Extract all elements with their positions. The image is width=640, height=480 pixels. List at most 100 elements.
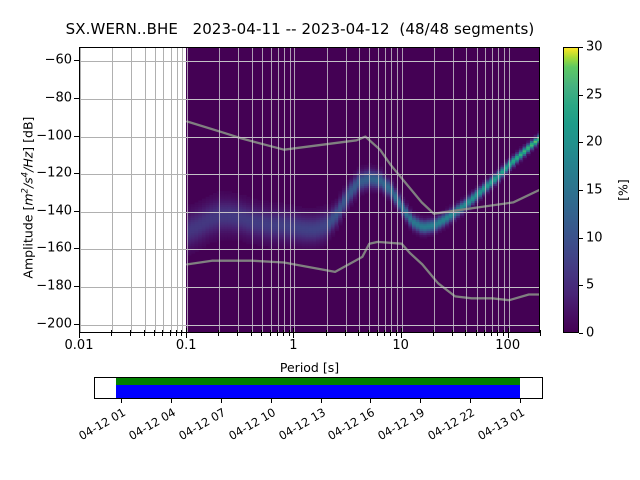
x-tick xyxy=(507,328,509,333)
x-tick xyxy=(395,333,397,336)
x-tick xyxy=(432,330,434,333)
x-tick xyxy=(390,333,392,336)
x-tick xyxy=(465,333,467,336)
x-tick xyxy=(383,333,385,336)
data-coverage-blue xyxy=(116,385,520,398)
x-gridline xyxy=(391,48,393,332)
timeline-tick-label: 04-12 13 xyxy=(275,405,328,443)
x-tick-label: 1 xyxy=(289,338,298,353)
x-gridline xyxy=(154,48,156,332)
x-tick xyxy=(218,330,220,333)
x-tick xyxy=(130,330,132,333)
x-tick xyxy=(130,333,132,336)
y-axis-title: Amplitude [m2/s4/Hz] [dB] xyxy=(20,48,35,348)
x-tick xyxy=(484,333,485,336)
x-gridline xyxy=(284,48,285,332)
x-tick xyxy=(111,330,113,333)
x-tick xyxy=(218,333,220,336)
colorbar-title: [%] xyxy=(615,179,631,201)
timeline-tick xyxy=(170,399,172,403)
x-tick-label: 0.01 xyxy=(64,338,94,353)
x-tick xyxy=(283,330,284,333)
x-tick xyxy=(357,333,359,336)
x-tick xyxy=(325,330,327,333)
x-tick xyxy=(465,330,467,333)
x-tick xyxy=(237,333,239,336)
timeline-tick xyxy=(220,399,222,403)
x-tick xyxy=(293,333,295,338)
x-gridline xyxy=(270,48,272,332)
x-tick xyxy=(181,333,183,336)
x-tick xyxy=(475,330,477,333)
x-tick xyxy=(186,328,188,333)
x-tick xyxy=(186,333,188,338)
x-tick xyxy=(293,328,295,333)
y-gridline xyxy=(186,287,539,288)
x-tick xyxy=(497,330,499,333)
timeline-tick-label: 04-12 10 xyxy=(225,405,278,443)
x-gridline xyxy=(508,48,510,332)
y-tick-label: −180 xyxy=(36,278,72,294)
x-gridline xyxy=(262,48,264,332)
x-gridline xyxy=(176,48,178,332)
x-tick-label: 0.1 xyxy=(175,338,197,353)
x-tick xyxy=(540,333,541,336)
y-tick xyxy=(74,60,79,62)
x-tick xyxy=(540,330,541,333)
y-tick xyxy=(74,98,79,99)
x-gridline xyxy=(503,48,505,332)
x-gridline xyxy=(131,48,133,332)
x-tick xyxy=(484,330,485,333)
x-gridline xyxy=(238,48,240,332)
colorbar-tick-label: 25 xyxy=(586,87,603,103)
y-tick-label: −60 xyxy=(44,52,72,68)
colorbar-tick-label: 20 xyxy=(586,134,603,150)
colorbar-tick xyxy=(579,47,583,48)
x-tick xyxy=(276,333,278,336)
y-axis-title-units: m2/s4/Hz xyxy=(20,151,36,206)
x-gridline xyxy=(187,48,189,332)
y-tick-label: −140 xyxy=(36,203,72,219)
colorbar-tick xyxy=(579,142,583,144)
timeline-tick-label: 04-12 01 xyxy=(76,405,128,443)
x-gridline xyxy=(466,48,468,332)
x-tick xyxy=(261,330,263,333)
x-tick xyxy=(491,330,493,333)
x-gridline xyxy=(452,48,454,332)
x-tick xyxy=(79,328,80,333)
x-tick xyxy=(390,330,392,333)
y-axis-title-prefix: Amplitude [ xyxy=(20,205,36,279)
timeline-tick xyxy=(320,399,322,403)
x-tick xyxy=(153,333,155,336)
x-tick xyxy=(276,330,278,333)
x-gridline xyxy=(289,48,291,332)
y-gridline xyxy=(186,174,539,176)
x-gridline xyxy=(219,48,221,332)
timeline-tick-label: 04-12 16 xyxy=(325,405,378,443)
data-coverage-green xyxy=(116,378,520,385)
x-tick xyxy=(502,333,504,336)
x-gridline xyxy=(492,48,494,332)
x-tick xyxy=(376,333,378,336)
x-tick xyxy=(357,330,359,333)
x-tick xyxy=(502,330,504,333)
x-gridline xyxy=(369,48,371,332)
y-gridline xyxy=(186,99,539,100)
timeline-tick xyxy=(520,399,522,403)
x-tick xyxy=(344,333,346,336)
timeline-tick-label: 04-12 04 xyxy=(126,405,178,443)
x-gridline xyxy=(396,48,398,332)
y-axis-title-suffix: ] [dB] xyxy=(20,116,36,152)
x-gridline xyxy=(345,48,347,332)
x-tick xyxy=(491,333,493,336)
x-tick xyxy=(400,328,402,333)
x-tick xyxy=(344,330,346,333)
y-tick xyxy=(74,248,79,250)
x-gridline xyxy=(144,48,146,332)
x-tick xyxy=(269,330,271,333)
x-tick xyxy=(143,330,145,333)
ppsd-axes xyxy=(79,47,540,333)
data-coverage-axes[interactable] xyxy=(94,377,543,399)
x-tick xyxy=(451,330,453,333)
